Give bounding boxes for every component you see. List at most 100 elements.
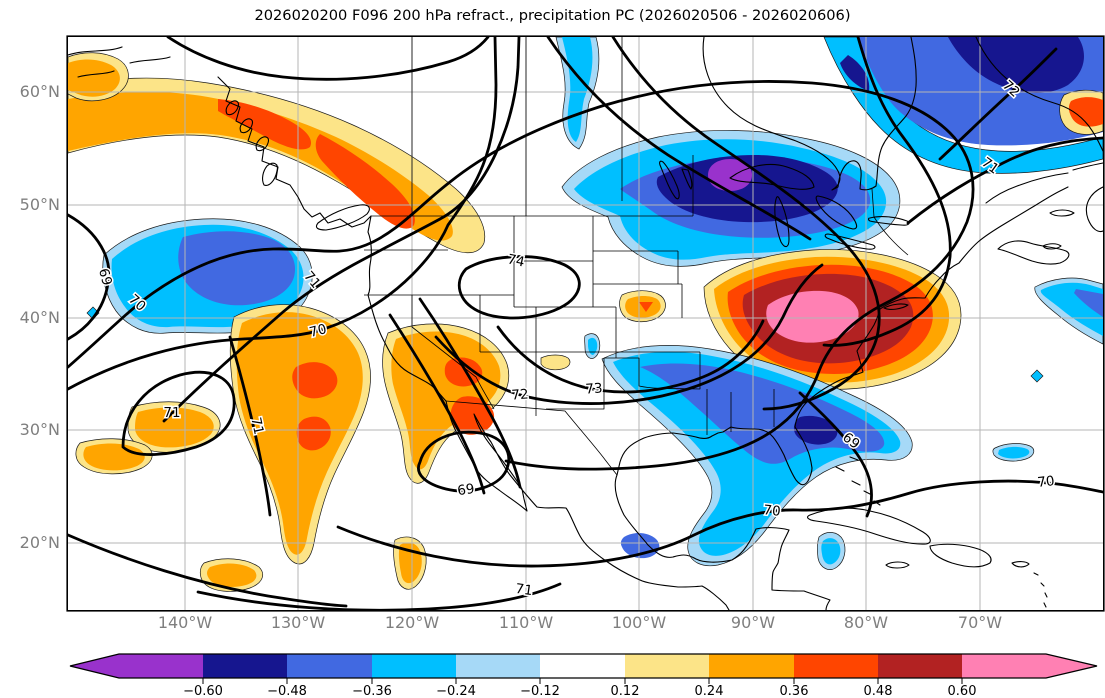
- coastline: [1049, 209, 1075, 217]
- lon-label: 80°W: [843, 613, 889, 632]
- contour-line: [68, 533, 348, 608]
- contour-line: [434, 263, 824, 405]
- coastline: [997, 240, 1070, 265]
- colorbar-tick-label: −0.24: [436, 684, 476, 698]
- fill-east-diamond: [1030, 369, 1044, 383]
- contour-line: [938, 47, 1058, 161]
- state-border: [871, 188, 909, 256]
- coastline: [815, 195, 858, 230]
- coastline: [1085, 186, 1103, 233]
- figure-title: 2026020200 F096 200 hPa refract., precip…: [254, 7, 851, 24]
- fill-west-spot-orange: [135, 407, 214, 448]
- colorbar-right-arrow: [1046, 654, 1097, 678]
- lon-label: 140°W: [157, 613, 213, 632]
- colorbar-segment: [203, 654, 287, 678]
- colorbar-tick-label: 0.36: [780, 684, 809, 698]
- coastline: [262, 162, 278, 186]
- coastline: [315, 204, 370, 231]
- lat-label: 20°N: [19, 533, 60, 552]
- contour-label: 70: [308, 321, 329, 341]
- coastline: [985, 172, 1069, 204]
- coastline: [885, 561, 910, 569]
- shading-fills: [68, 37, 1103, 592]
- contour-line: [798, 391, 873, 518]
- colorbar-segment: [540, 654, 625, 678]
- colorbar-segment: [625, 654, 709, 678]
- fill-kansas-spot-cyan: [588, 337, 598, 355]
- fill-ne-navy-1: [948, 37, 1084, 93]
- contour-line: [336, 479, 1103, 568]
- contour-line: [457, 255, 581, 320]
- lat-label: 40°N: [19, 308, 60, 327]
- contour-line: [166, 37, 490, 81]
- contour-label: 69: [456, 481, 475, 499]
- lat-label: 60°N: [19, 82, 60, 101]
- colorbar-tick-label: −0.48: [267, 684, 307, 698]
- colorbar-tick-label: 0.12: [611, 684, 640, 698]
- contour-line: [822, 37, 952, 347]
- fill-baja-spot-orange: [207, 563, 257, 588]
- lat-label: 30°N: [19, 420, 60, 439]
- lon-label: 70°W: [957, 613, 1003, 632]
- lon-label: 120°W: [384, 613, 440, 632]
- colorbar: −0.60 −0.48 −0.36 −0.24 −0.12 0.12 0.24 0.36 0.4…: [69, 653, 1098, 698]
- lat-label: 50°N: [19, 195, 60, 214]
- contour-label: 70: [763, 502, 782, 520]
- fill-atlantic-spot-cyan: [998, 446, 1030, 459]
- lon-label: 90°W: [730, 613, 776, 632]
- map-plot-area: 69 70 71 70 74 71 71 72 73 69 71 70 69 70 71 72: [68, 37, 1103, 610]
- contour-line: [121, 370, 236, 456]
- coastline: [824, 233, 876, 250]
- coastline: [681, 168, 693, 190]
- coastline: [659, 160, 680, 200]
- coastline: [255, 136, 269, 152]
- contour-label: 71: [163, 405, 180, 421]
- colorbar-segment: [962, 654, 1046, 678]
- contour-line: [417, 430, 511, 493]
- fill-nebraska-red: [639, 302, 653, 312]
- colorbar-tick-label: −0.36: [352, 684, 392, 698]
- colorbar-segment: [709, 654, 794, 678]
- coastline: [225, 100, 239, 116]
- fill-sw1-red-1: [292, 362, 338, 399]
- contour-line: [546, 37, 812, 241]
- state-border: [445, 400, 618, 476]
- fill-ne-navy-2: [840, 55, 870, 91]
- contour-label: 70: [1037, 473, 1056, 491]
- coastline: [729, 163, 815, 190]
- fill-nfld-spot-red: [1068, 97, 1103, 127]
- contour-line: [418, 297, 522, 489]
- contour-line: [611, 37, 881, 411]
- colorbar-segment: [287, 654, 372, 678]
- coastline: [867, 216, 910, 226]
- lon-label: 110°W: [498, 613, 554, 632]
- colorbar-segment: [456, 654, 540, 678]
- lon-label: 100°W: [611, 613, 667, 632]
- contour-label: 74: [506, 251, 526, 270]
- state-border: [411, 295, 495, 410]
- contour-line: [228, 335, 272, 517]
- colorbar-segment: [794, 654, 878, 678]
- fill-sw2-red-2: [450, 396, 495, 435]
- state-border: [546, 358, 605, 410]
- fill-canada-purple: [708, 159, 752, 191]
- colorbar-tick-label: −0.12: [520, 684, 560, 698]
- coastline: [835, 456, 881, 506]
- colorbar-tick-label: 0.24: [695, 684, 724, 698]
- contour-label: 72: [511, 386, 529, 403]
- fill-oklahoma-spot: [540, 354, 571, 371]
- coastline: [68, 46, 171, 78]
- coastline: [975, 37, 1103, 152]
- coastline: [239, 118, 253, 134]
- contour-line: [906, 136, 1103, 225]
- colorbar-outline: [69, 653, 1098, 679]
- contour-line: [68, 80, 975, 471]
- fill-sw1-red-2: [296, 416, 331, 451]
- coastline: [1033, 572, 1048, 608]
- contour-label: 71: [514, 581, 533, 599]
- coastline: [1042, 243, 1062, 250]
- fill-east-edge-blue: [1074, 289, 1103, 317]
- fill-bc-band-red-1: [218, 99, 312, 150]
